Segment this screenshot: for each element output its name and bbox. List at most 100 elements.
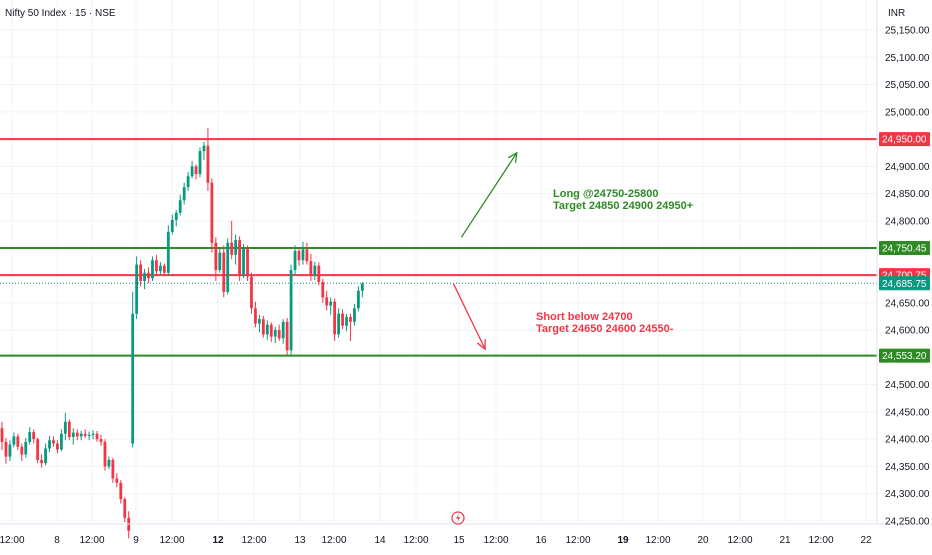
candle [119, 480, 123, 504]
level-tag-label: 24,553.20 [882, 351, 927, 362]
candle [198, 147, 202, 178]
x-tick-label: 12:00 [727, 535, 752, 546]
candle [206, 128, 210, 191]
y-tick-label: 24,850.00 [885, 189, 930, 200]
candle [265, 320, 269, 340]
x-tick-label: 21 [779, 535, 791, 546]
candle [254, 301, 257, 328]
level-tag-support [879, 240, 930, 255]
candle [186, 171, 190, 191]
candle [143, 268, 146, 290]
annotation-long-line[interactable]: Long @24750-25800 [553, 188, 659, 200]
candle [277, 324, 281, 341]
candle [222, 245, 226, 298]
candle [242, 243, 245, 279]
candle [178, 194, 182, 216]
price-levels[interactable] [0, 138, 877, 357]
candle [71, 428, 75, 445]
y-tick-label: 24,350.00 [885, 462, 930, 473]
candle [226, 238, 230, 295]
candle [325, 290, 329, 311]
event-flash-icon[interactable] [451, 511, 465, 525]
x-tick-label: 12:00 [321, 535, 346, 546]
price-axis[interactable]: 25,150.00 25,100.00 25,050.00 25,000.00 24,9… [885, 26, 930, 528]
level-tag-resistance [879, 132, 930, 147]
candle [56, 440, 59, 454]
x-tick-label: 12:00 [483, 535, 508, 546]
candle [147, 267, 150, 284]
candle [107, 456, 111, 470]
candle [317, 262, 321, 286]
candle [258, 314, 261, 333]
x-tick-label: 20 [697, 535, 709, 546]
candle [103, 439, 107, 471]
trend-arrows[interactable] [452, 151, 518, 351]
chart-title: Nifty 50 Index · 15 · NSE [5, 8, 116, 19]
x-tick-label: 12:00 [403, 535, 428, 546]
candle [155, 254, 158, 276]
arrow-short[interactable] [452, 283, 486, 351]
x-tick-label: 9 [133, 535, 139, 546]
candle [111, 457, 115, 483]
time-axis[interactable]: 12:00 8 12:00 9 12:00 12 12:00 13 12:00 14 12:00 15… [0, 535, 872, 546]
candle [202, 141, 206, 160]
candle [360, 282, 364, 298]
candle [174, 210, 178, 227]
candle [261, 315, 265, 338]
y-tick-label: 25,000.00 [885, 107, 930, 118]
candle [210, 178, 214, 253]
candle [40, 454, 43, 468]
candle [281, 319, 285, 344]
x-tick-label: 8 [54, 535, 60, 546]
x-tick-label: 12:00 [159, 535, 184, 546]
candle [44, 443, 47, 466]
candle [345, 313, 348, 332]
last-price-tag [879, 276, 930, 291]
candle [24, 438, 28, 458]
candle [337, 308, 340, 338]
candle [341, 309, 344, 329]
candle [32, 429, 36, 444]
candle [329, 297, 333, 315]
annotation-short-line[interactable]: Short below 24700 [536, 311, 633, 323]
x-tick-label: 12:00 [565, 535, 590, 546]
x-tick-label: 14 [374, 535, 386, 546]
candle [234, 234, 238, 265]
candle [289, 264, 293, 355]
candle [60, 429, 63, 452]
candle [20, 443, 24, 461]
candle [246, 245, 249, 281]
candle [16, 433, 20, 451]
y-tick-label: 24,800.00 [885, 216, 930, 227]
candle [305, 242, 309, 265]
currency-label: INR [888, 8, 905, 19]
x-tick-label: 12:00 [645, 535, 670, 546]
candle [170, 214, 174, 235]
annotation-long-line[interactable]: Target 24850 24900 24950+ [553, 200, 693, 212]
candle [313, 261, 317, 280]
y-tick-label: 24,400.00 [885, 435, 930, 446]
candle [218, 248, 222, 273]
candle [194, 164, 198, 180]
x-tick-label: 13 [294, 535, 306, 546]
candle [214, 237, 218, 281]
y-tick-label: 25,100.00 [885, 53, 930, 64]
candle [250, 272, 253, 314]
candle [357, 286, 360, 312]
annotation-short-line[interactable]: Target 24650 24600 24550- [536, 323, 674, 335]
candle [127, 511, 131, 539]
candle [115, 472, 119, 488]
candle [321, 278, 325, 303]
y-tick-label: 25,150.00 [885, 26, 930, 37]
arrow-long[interactable] [460, 151, 518, 238]
candle [8, 440, 12, 461]
x-tick-label: 12:00 [808, 535, 833, 546]
x-tick-label: 15 [453, 535, 465, 546]
candle [285, 318, 289, 355]
candle [95, 430, 99, 442]
candle [99, 434, 103, 446]
candle [159, 261, 162, 275]
